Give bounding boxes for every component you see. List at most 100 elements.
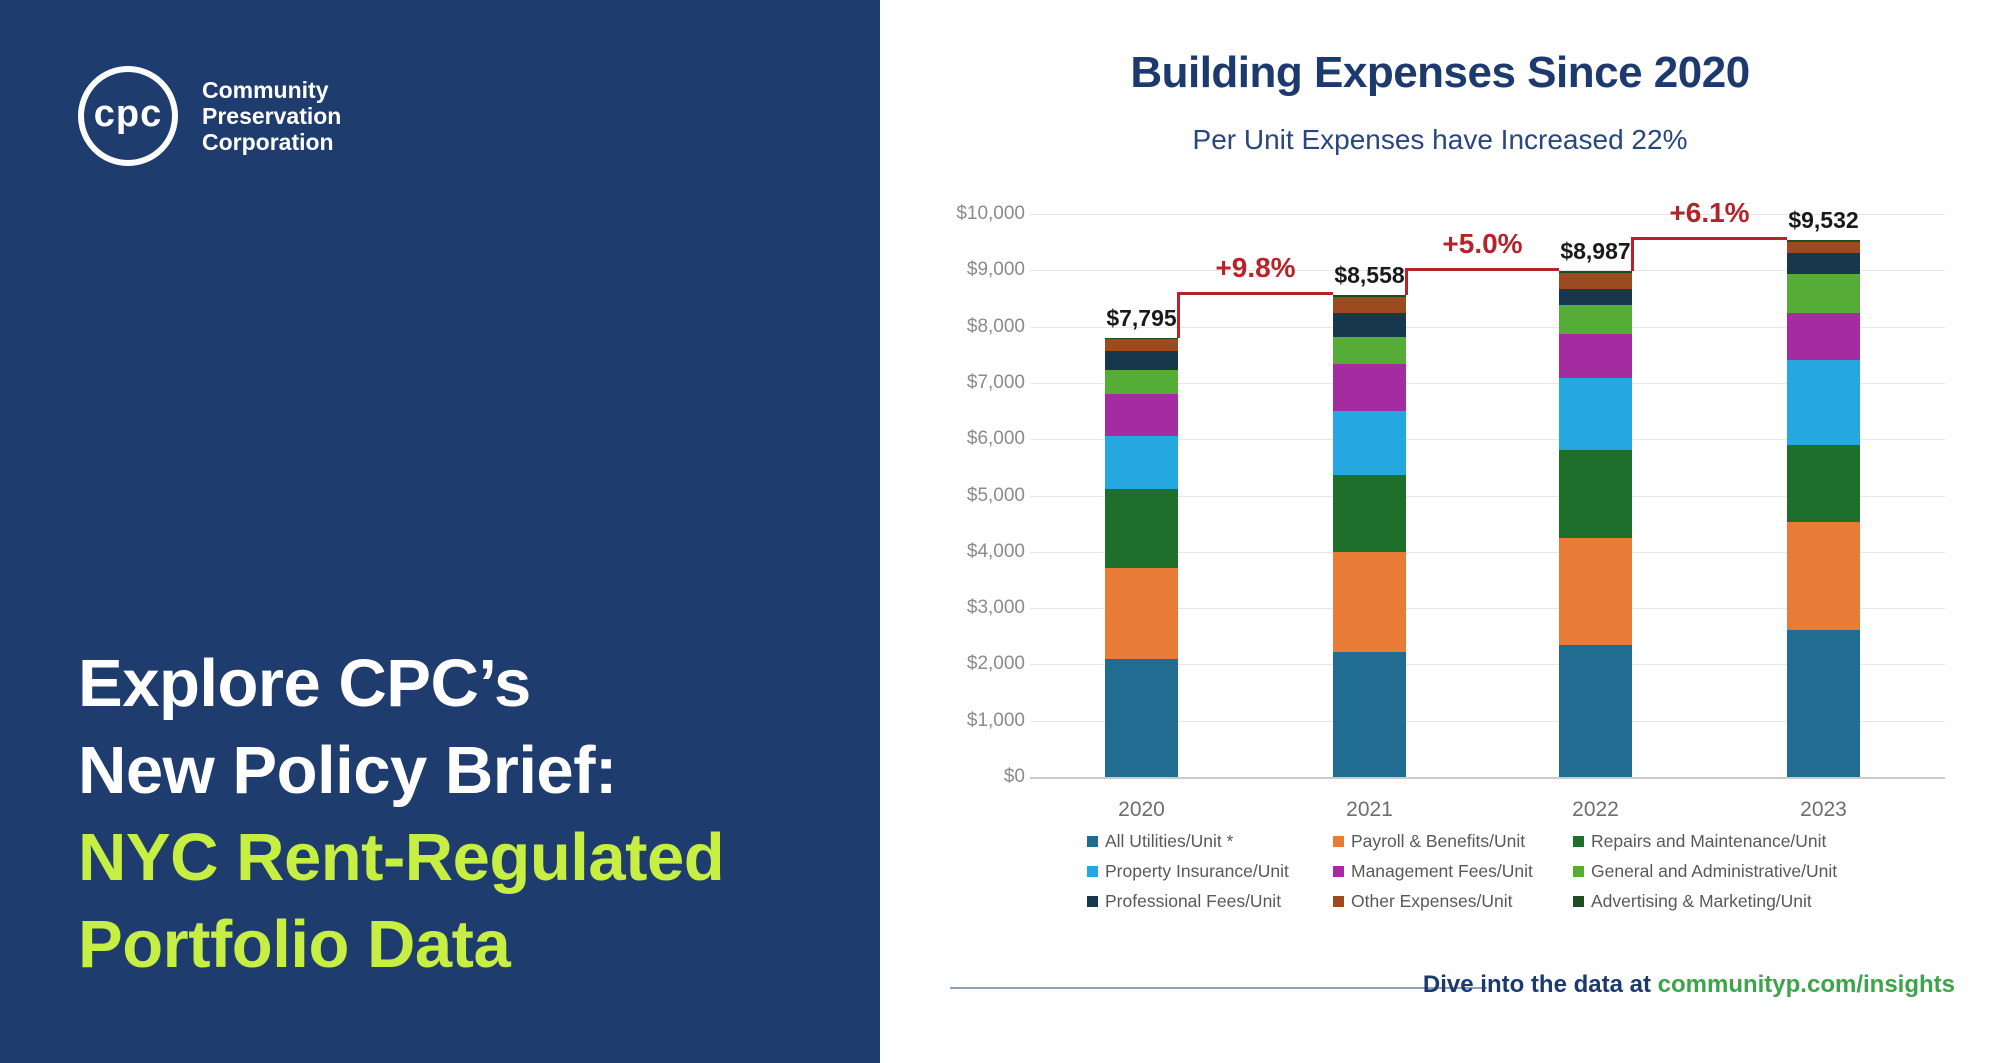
y-axis-tick-label: $3,000 [966,597,1025,619]
legend-swatch-icon [1573,896,1584,907]
bar-segment[interactable] [1333,337,1406,365]
bar-segment[interactable] [1559,334,1632,379]
x-axis-category-label: 2022 [1572,798,1619,821]
legend-label: All Utilities/Unit * [1105,831,1234,851]
y-axis-tick-label: $7,000 [966,371,1025,393]
bar-segment[interactable] [1105,393,1178,436]
legend-swatch-icon [1573,836,1584,847]
pct-change-label: +5.0% [1442,228,1523,260]
legend-item: Payroll & Benefits/Unit [1333,831,1525,852]
legend-swatch-icon [1087,836,1098,847]
bar-segment[interactable] [1559,305,1632,335]
legend-item: Property Insurance/Unit [1087,861,1289,882]
org-line: Preservation [202,103,342,129]
bar-segment[interactable] [1333,364,1406,412]
legend-swatch-icon [1087,866,1098,877]
bar-segment[interactable] [1787,253,1860,274]
pct-change-label: +9.8% [1215,252,1296,284]
footer-cta-link[interactable]: communityp.com/insights [1657,971,1955,998]
y-axis-tick-label: $8,000 [966,315,1025,337]
legend-label: Payroll & Benefits/Unit [1351,831,1526,851]
cpc-monogram: cpc [93,93,163,135]
org-line: Corporation [202,129,334,155]
legend-label: Other Expenses/Unit [1351,891,1513,911]
bar-segment[interactable] [1105,489,1178,568]
bar-segment[interactable] [1333,552,1406,652]
bar-segment[interactable] [1559,288,1632,306]
bar-segment[interactable] [1105,435,1178,490]
y-axis-tick-label: $10,000 [956,203,1025,224]
bar-segment[interactable] [1559,537,1632,646]
stacked-bar-chart: $0 $1,000 $2,000 $3,000 $4,000 $5,000 $6,000 $7… [880,0,2000,1063]
gridline [1030,551,1945,553]
bar-segment[interactable] [1559,273,1632,289]
bar-segment[interactable] [1559,645,1632,777]
bar-segment[interactable] [1105,369,1178,394]
headline-line: Portfolio Data [78,907,511,982]
x-axis-category-label: 2020 [1118,798,1165,821]
bar-segment[interactable] [1787,629,1860,777]
gridline [1030,664,1945,666]
headline-line: NYC Rent-Regulated [78,820,725,895]
gridline [1030,326,1945,328]
y-axis-tick-label: $0 [1003,766,1025,787]
bar-segment[interactable] [1105,338,1178,340]
y-axis-tick-label: $6,000 [966,428,1025,450]
chart-title: Building Expenses Since 2020 [1130,48,1750,97]
pct-bracket-horizontal [1632,237,1787,241]
gridline [1030,214,1945,215]
bar-segment[interactable] [1787,240,1860,243]
headline-line: New Policy Brief: [78,733,617,808]
bar-segment[interactable] [1559,378,1632,451]
bar-segment[interactable] [1787,242,1860,254]
bar-total-label: $9,532 [1788,207,1859,234]
headline: Explore CPC’s New Policy Brief: NYC Rent… [78,640,725,988]
cpc-wordmark: Community Preservation Corporation [202,77,341,155]
x-axis-category-label: 2023 [1800,798,1847,821]
bar-segment[interactable] [1105,339,1178,352]
bar-segment[interactable] [1787,273,1860,314]
legend-item: General and Administrative/Unit [1573,861,1837,882]
bar-total-label: $7,795 [1106,305,1177,332]
legend-label: Property Insurance/Unit [1105,861,1289,881]
legend-item: Advertising & Marketing/Unit [1573,891,1812,912]
bar-segment[interactable] [1787,521,1860,630]
pct-change-label: +6.1% [1669,197,1750,229]
legend-item: Other Expenses/Unit [1333,891,1512,912]
legend-label: Advertising & Marketing/Unit [1591,891,1812,911]
legend-label: General and Administrative/Unit [1591,861,1838,881]
bar-segment[interactable] [1105,567,1178,659]
cpc-logo: cpc Community Preservation Corporation [78,66,341,166]
bar-segment[interactable] [1333,313,1406,338]
legend-item: Professional Fees/Unit [1087,891,1281,912]
x-axis-category-label: 2021 [1346,798,1393,821]
bar-segment[interactable] [1105,658,1178,777]
gridline [1030,382,1945,384]
pct-bracket-vertical [1177,292,1180,339]
bar-total-label: $8,558 [1334,262,1405,289]
legend-swatch-icon [1087,896,1098,907]
footer-divider [950,987,1487,989]
cpc-circle-logo-icon: cpc [78,66,178,166]
bar-segment[interactable] [1787,313,1860,361]
brand-panel: cpc Community Preservation Corporation E… [0,0,880,1063]
pct-bracket-horizontal [1406,268,1559,272]
y-axis-tick-label: $4,000 [966,540,1025,562]
bar-segment[interactable] [1559,271,1632,273]
bar-segment[interactable] [1333,297,1406,314]
bar-segment[interactable] [1787,445,1860,522]
legend-label: Professional Fees/Unit [1105,891,1282,911]
bar-segment[interactable] [1787,360,1860,446]
chart-panel: Building Expenses Since 2020 Per Unit Ex… [880,0,2000,1063]
bar-segment[interactable] [1333,474,1406,553]
footer-cta-text: Dive into the data at [1422,971,1658,998]
legend-swatch-icon [1573,866,1584,877]
bar-segment[interactable] [1559,450,1632,538]
bar-segment[interactable] [1333,295,1406,298]
bar-segment[interactable] [1333,411,1406,475]
y-axis-tick-label: $9,000 [966,259,1025,281]
gridline [1030,495,1945,497]
bar-segment[interactable] [1105,351,1178,370]
bar-segment[interactable] [1333,651,1406,777]
